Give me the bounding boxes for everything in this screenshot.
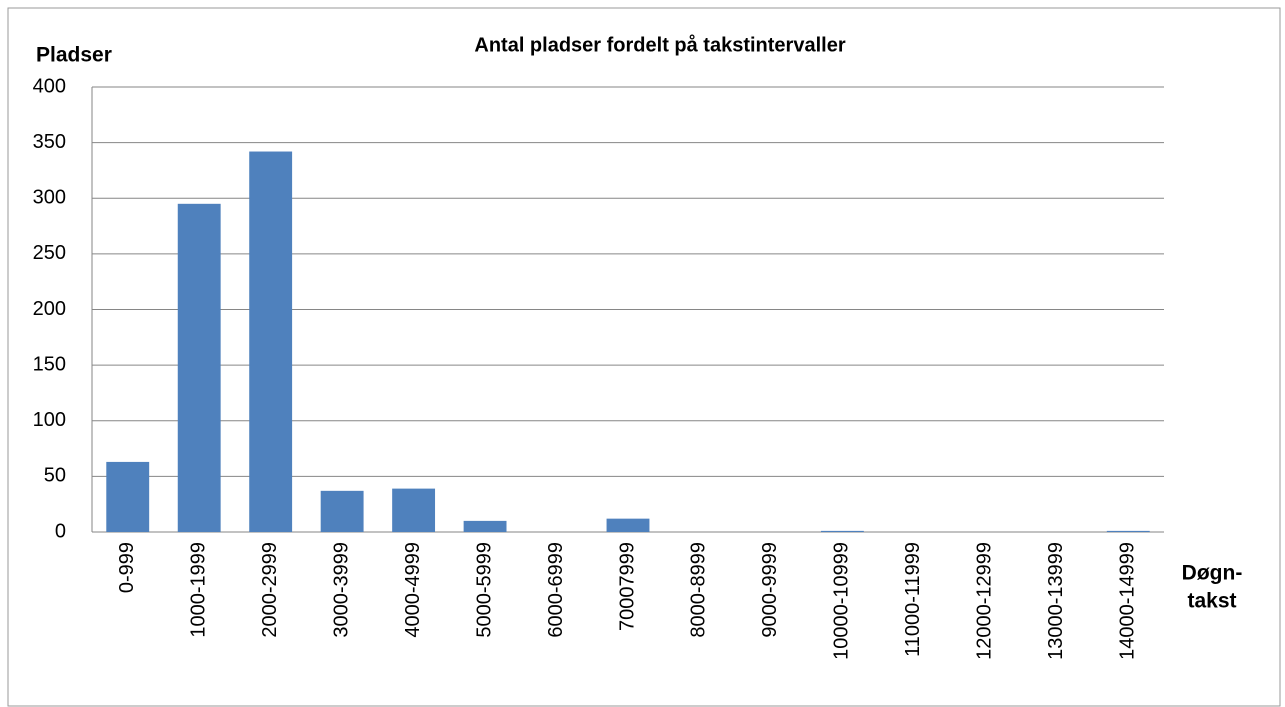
x-tick-label: 5000-5999: [473, 542, 495, 638]
x-tick-label: 11000-11999: [902, 542, 924, 657]
x-tick-label: 8000-8999: [688, 542, 710, 638]
x-tick-label: 12000-12999: [974, 542, 996, 660]
x-tick-label: 10000-10999: [831, 542, 853, 660]
y-tick-label: 150: [33, 353, 66, 375]
x-tick-label: 9000-9999: [759, 542, 781, 638]
y-tick-label: 300: [33, 187, 66, 209]
x-tick-label: 2000-2999: [259, 542, 281, 638]
bar: [177, 203, 221, 532]
x-tick-label: 6000-6999: [545, 542, 567, 638]
y-tick-label: 250: [33, 242, 66, 264]
x-tick-label: 14000-14999: [1117, 542, 1139, 660]
x-tick-label: 1000-1999: [187, 542, 209, 638]
y-tick-label: 350: [33, 131, 66, 153]
x-axis-title: takst: [1187, 590, 1236, 613]
x-tick-label: 0-999: [116, 542, 138, 593]
y-tick-label: 200: [33, 298, 66, 320]
bar: [1106, 530, 1150, 532]
bar: [606, 518, 650, 532]
y-axis-title: Pladser: [36, 44, 112, 67]
x-tick-label: 13000-13999: [1045, 542, 1067, 660]
y-tick-label: 400: [33, 75, 66, 97]
chart-title: Antal pladser fordelt på takstintervalle…: [474, 33, 845, 56]
y-tick-label: 50: [44, 465, 66, 487]
bar: [463, 520, 507, 532]
x-tick-label: 3000-3999: [330, 542, 352, 638]
bar: [820, 530, 864, 532]
bar: [249, 151, 293, 532]
x-tick-label: 70007999: [616, 542, 638, 631]
bar: [320, 490, 364, 532]
bar: [392, 488, 436, 532]
x-tick-label: 4000-4999: [402, 542, 424, 638]
y-tick-label: 0: [55, 520, 66, 542]
bar: [106, 461, 150, 532]
y-tick-label: 100: [33, 409, 66, 431]
x-axis-title: Døgn-: [1182, 562, 1243, 585]
